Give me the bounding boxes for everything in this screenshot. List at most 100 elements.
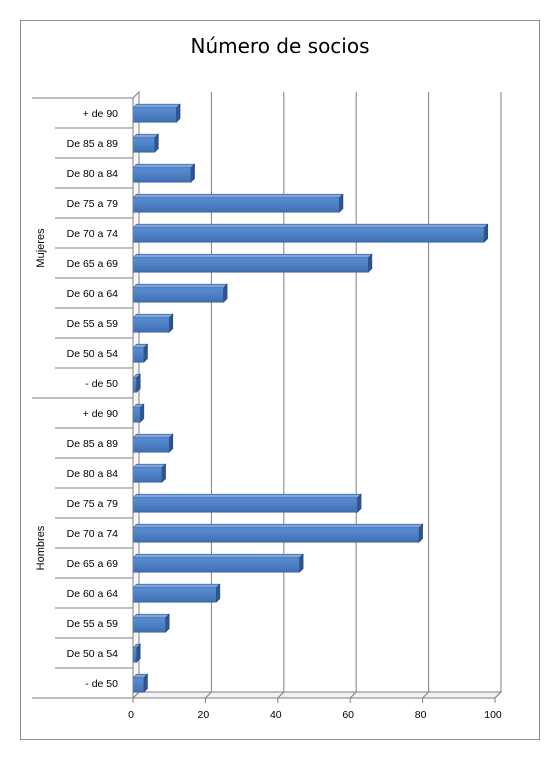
chart-title: Número de socios <box>190 34 370 58</box>
bar-end <box>418 523 423 543</box>
group-label: Mujeres <box>35 228 47 268</box>
bar <box>132 643 141 663</box>
bar-top <box>132 583 221 589</box>
category-label: + de 90 <box>83 108 118 120</box>
bar-front <box>132 257 369 273</box>
bar <box>132 283 228 303</box>
bar-end <box>223 283 228 303</box>
gridline-floor <box>422 691 429 699</box>
bar-front <box>132 677 145 693</box>
bar <box>132 373 141 393</box>
bar-front <box>132 107 177 123</box>
gridline-floor <box>277 691 285 699</box>
bar-front <box>132 167 192 183</box>
category-label: De 75 a 79 <box>67 198 119 210</box>
bar <box>132 463 167 483</box>
bar-top <box>132 103 181 109</box>
gridline-floor <box>494 691 502 699</box>
bar-front <box>132 287 224 303</box>
category-label: De 60 a 64 <box>67 288 119 300</box>
bar-top <box>132 163 196 169</box>
bar <box>132 163 196 183</box>
bar-end <box>357 493 362 513</box>
bar-top <box>132 253 373 259</box>
bar-end <box>215 583 221 603</box>
bar-top <box>132 133 160 139</box>
bar-end <box>139 403 145 423</box>
bar-top <box>132 613 170 619</box>
bar-front <box>132 227 485 243</box>
bar-top <box>132 463 167 469</box>
bar-top <box>132 433 174 439</box>
floor <box>131 691 503 699</box>
x-tick-label: 60 <box>342 709 354 721</box>
category-label: De 65 a 69 <box>67 558 119 570</box>
bar-end <box>165 613 170 633</box>
x-tick-label: 100 <box>484 709 502 721</box>
x-tick-label: 80 <box>415 709 427 721</box>
category-label: De 70 a 74 <box>67 228 119 240</box>
bar <box>132 613 170 633</box>
bar-top <box>132 553 304 559</box>
bar-front <box>132 497 358 513</box>
bars <box>132 103 489 693</box>
bar-top <box>132 493 362 499</box>
x-tick-label: 40 <box>270 709 282 721</box>
bar-front <box>132 407 141 423</box>
category-label: De 50 a 54 <box>67 648 119 660</box>
category-label: De 80 a 84 <box>67 168 119 180</box>
category-labels: + de 90 De 85 a 89 De 80 a 84 De 75 a 79 De … <box>32 97 133 699</box>
category-label: + de 90 <box>83 408 118 420</box>
bar-end <box>367 253 373 273</box>
category-label: - de 50 <box>85 678 118 690</box>
category-label: De 85 a 89 <box>67 438 119 450</box>
bar-front <box>132 137 156 153</box>
x-tick-label: 20 <box>198 709 210 721</box>
bar-front <box>132 587 217 603</box>
category-label: De 55 a 59 <box>67 618 119 630</box>
bar-top <box>132 313 174 319</box>
gridline-floor <box>205 691 212 699</box>
bar <box>132 103 181 123</box>
bar-end <box>190 163 195 183</box>
bar <box>132 253 373 273</box>
bar-end <box>154 133 159 153</box>
bar-end <box>136 373 141 393</box>
bar-front <box>132 557 300 573</box>
bar-top <box>132 283 228 289</box>
bar <box>132 553 304 573</box>
bar <box>132 673 149 693</box>
bar <box>132 343 149 363</box>
bar-front <box>132 527 420 543</box>
category-label: De 55 a 59 <box>67 318 119 330</box>
bar <box>132 403 145 423</box>
category-label: De 60 a 64 <box>67 588 119 600</box>
bar <box>132 223 489 243</box>
bar <box>132 133 160 153</box>
bar-front <box>132 197 340 213</box>
bar-end <box>143 673 148 693</box>
bar-front <box>132 377 137 393</box>
bar-end <box>483 223 489 243</box>
bar-front <box>132 647 137 663</box>
bar <box>132 433 174 453</box>
bar-top <box>132 193 344 199</box>
bar <box>132 583 221 603</box>
x-tick-label: 0 <box>128 709 134 721</box>
bar <box>132 493 362 513</box>
side-wall <box>132 90 140 700</box>
group-label: Hombres <box>35 525 47 570</box>
bar-front <box>132 347 145 363</box>
bar-end <box>168 313 174 333</box>
category-label: - de 50 <box>85 378 118 390</box>
bar-end <box>168 433 174 453</box>
category-label: De 85 a 89 <box>67 138 119 150</box>
bar-front <box>132 467 163 483</box>
bar-end <box>176 103 181 123</box>
bar-front <box>132 317 170 333</box>
bar <box>132 313 174 333</box>
plot-background <box>131 90 503 700</box>
category-label: De 70 a 74 <box>67 528 119 540</box>
bar <box>132 523 424 543</box>
